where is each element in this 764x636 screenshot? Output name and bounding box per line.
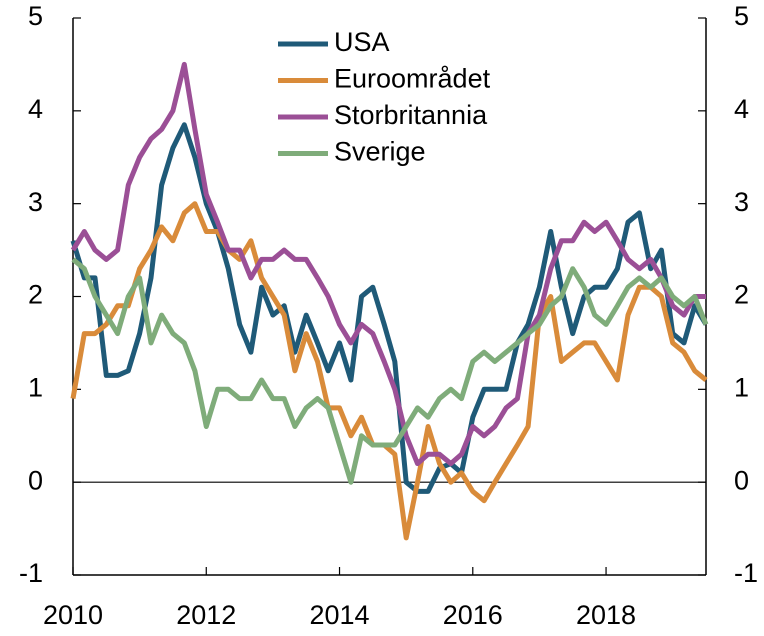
legend-label: USA	[334, 27, 390, 57]
y-tick-label-right: 5	[734, 1, 749, 31]
legend-label: Sverige	[334, 137, 426, 167]
y-tick-label-right: 0	[734, 465, 749, 495]
y-tick-label-right: 3	[734, 187, 749, 217]
line-series	[70, 61, 706, 467]
y-tick-label-left: 4	[28, 94, 43, 124]
y-tick-label-left: 5	[28, 1, 43, 31]
y-tick-label-left: 1	[28, 372, 43, 402]
x-tick-label: 2016	[443, 600, 503, 630]
x-tick-label: 2010	[43, 600, 103, 630]
y-tick-label-right: -1	[734, 558, 758, 588]
y-tick-label-left: 0	[28, 465, 43, 495]
y-tick-label-left: 3	[28, 187, 43, 217]
x-tick-label: 2012	[176, 600, 236, 630]
line-series	[71, 257, 709, 485]
line-series	[70, 201, 708, 541]
y-tick-label-left: 2	[28, 280, 43, 310]
y-tick-label-left: -1	[19, 558, 43, 588]
y-tick-label-right: 4	[734, 94, 749, 124]
legend-label: Storbritannia	[334, 100, 488, 130]
line-series	[70, 122, 709, 494]
x-tick-label: 2014	[309, 600, 369, 630]
y-tick-label-right: 1	[734, 372, 749, 402]
legend-label: Euroområdet	[334, 64, 491, 94]
y-tick-label-right: 2	[734, 280, 749, 310]
x-tick-label: 2018	[576, 600, 636, 630]
